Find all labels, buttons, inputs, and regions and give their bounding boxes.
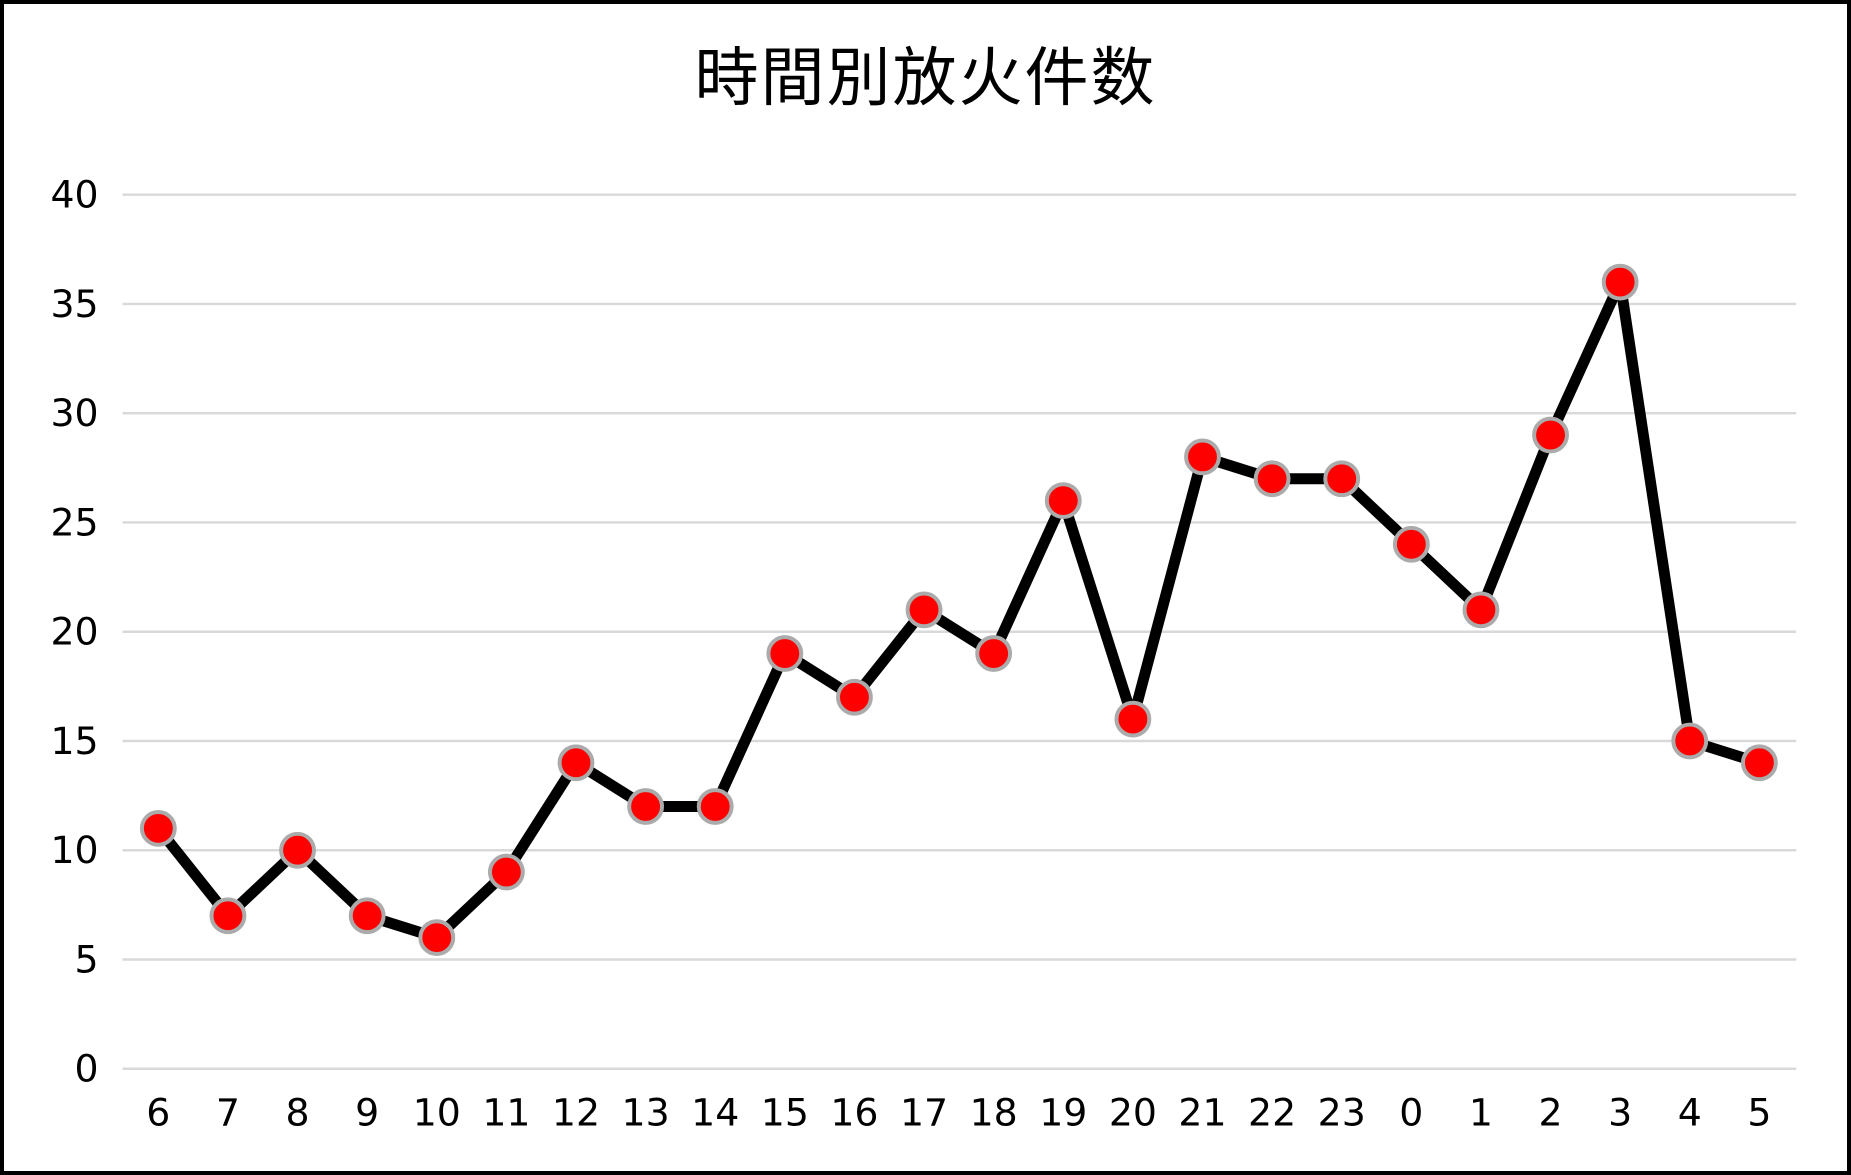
data-point bbox=[139, 809, 177, 847]
x-axis-tick-label: 9 bbox=[355, 1090, 379, 1134]
x-axis-tick-label: 16 bbox=[830, 1090, 878, 1134]
data-point bbox=[1601, 263, 1639, 301]
data-point bbox=[696, 788, 734, 825]
x-axis-tick-label: 13 bbox=[622, 1090, 670, 1134]
x-axis-tick-label: 2 bbox=[1539, 1090, 1563, 1134]
x-axis-tick-label: 3 bbox=[1608, 1090, 1632, 1134]
x-axis-tick-label: 19 bbox=[1039, 1090, 1087, 1134]
data-point bbox=[209, 897, 247, 935]
x-axis-tick-label: 20 bbox=[1109, 1090, 1157, 1134]
y-axis-tick-label: 30 bbox=[50, 391, 98, 435]
data-point bbox=[279, 831, 316, 869]
y-axis-tick-label: 40 bbox=[50, 173, 98, 217]
x-axis-tick-label: 12 bbox=[552, 1090, 600, 1134]
x-axis-tick-label: 7 bbox=[216, 1090, 240, 1134]
x-axis-tick-label: 14 bbox=[691, 1090, 739, 1134]
data-point bbox=[627, 788, 665, 825]
chart-title: 時間別放火件数 bbox=[694, 42, 1157, 116]
data-point bbox=[1671, 722, 1709, 760]
y-axis-tick-label: 15 bbox=[50, 719, 98, 763]
data-point bbox=[1253, 460, 1291, 498]
data-point bbox=[1044, 482, 1082, 519]
x-axis-tick-label: 5 bbox=[1747, 1090, 1771, 1134]
x-axis-tick-label: 4 bbox=[1678, 1090, 1702, 1134]
data-point bbox=[836, 678, 873, 716]
x-axis-tick-label: 0 bbox=[1399, 1090, 1423, 1134]
x-axis-tick-label: 11 bbox=[482, 1090, 530, 1134]
data-point bbox=[1114, 700, 1152, 738]
data-point bbox=[1392, 525, 1430, 563]
x-axis-tick-label: 1 bbox=[1469, 1090, 1493, 1134]
y-axis-tick-label: 25 bbox=[50, 500, 98, 544]
data-point bbox=[348, 897, 386, 935]
data-point bbox=[1184, 438, 1221, 476]
data-point bbox=[1740, 744, 1778, 782]
x-axis-tick-label: 23 bbox=[1318, 1090, 1366, 1134]
y-axis-tick-label: 5 bbox=[75, 937, 99, 981]
y-axis-tick-label: 0 bbox=[75, 1047, 99, 1091]
x-axis-tick-label: 8 bbox=[286, 1090, 310, 1134]
x-axis-tick-label: 17 bbox=[900, 1090, 948, 1134]
data-point bbox=[766, 635, 804, 672]
data-point bbox=[1532, 416, 1569, 454]
y-axis-tick-label: 35 bbox=[50, 282, 98, 326]
data-point bbox=[1323, 460, 1361, 498]
y-axis-tick-label: 10 bbox=[50, 828, 98, 872]
x-axis-tick-label: 18 bbox=[970, 1090, 1018, 1134]
data-point bbox=[975, 635, 1013, 672]
data-point bbox=[418, 919, 456, 956]
data-point bbox=[905, 591, 943, 629]
x-axis-tick-label: 15 bbox=[761, 1090, 809, 1134]
x-axis-tick-label: 10 bbox=[413, 1090, 461, 1134]
data-line bbox=[152, 276, 1765, 944]
x-axis-tick-label: 6 bbox=[146, 1090, 170, 1134]
data-point bbox=[557, 744, 595, 782]
y-axis-tick-label: 20 bbox=[50, 610, 98, 654]
x-axis-tick-label: 21 bbox=[1178, 1090, 1226, 1134]
data-point bbox=[487, 853, 525, 891]
data-point bbox=[1462, 591, 1500, 629]
x-axis-tick-label: 22 bbox=[1248, 1090, 1296, 1134]
